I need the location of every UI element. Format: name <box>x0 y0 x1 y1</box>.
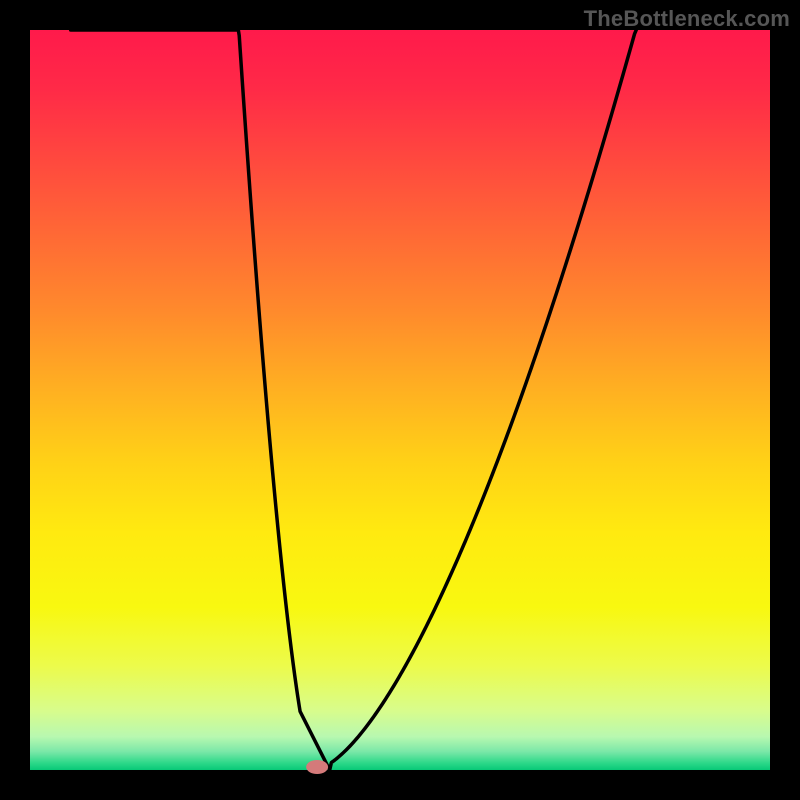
bottleneck-chart <box>0 0 800 800</box>
plot-background <box>30 30 770 770</box>
chart-container: { "meta": { "width": 800, "height": 800,… <box>0 0 800 800</box>
watermark-text: TheBottleneck.com <box>584 6 790 32</box>
optimal-point-marker <box>306 760 328 774</box>
